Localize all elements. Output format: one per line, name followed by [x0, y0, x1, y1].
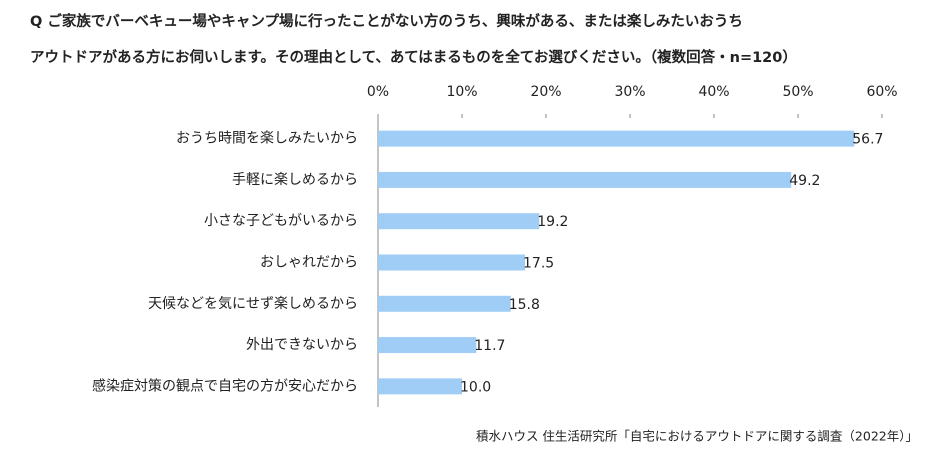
y-tick-label: おしゃれだから [260, 255, 358, 271]
y-tick-label: 外出できないから [246, 337, 358, 353]
x-tick-label: 20% [530, 84, 561, 100]
x-tick-label: 30% [614, 84, 645, 100]
value-label: 49.2 [789, 173, 820, 189]
bar [378, 171, 792, 188]
y-tick-label: 天候などを気にせず楽しめるから [148, 296, 358, 312]
bar [378, 213, 540, 230]
value-label: 56.7 [852, 132, 883, 148]
x-tick-label: 50% [782, 84, 813, 100]
bar [378, 295, 511, 312]
y-tick-label: 小さな子どもがいるから [204, 213, 358, 229]
chart-title: Q ご家族でバーベキュー場やキャンプ場に行ったことがない方のうち、興味がある、ま… [30, 12, 743, 30]
x-tick-label: 0% [367, 84, 389, 100]
chart-title: アウトドアがある方にお伺いします。その理由として、あてはまるものを全てお選びくだ… [30, 48, 797, 66]
y-tick-label: 感染症対策の観点で自宅の方が安心だから [92, 377, 358, 394]
x-tick-label: 10% [446, 84, 477, 100]
value-label: 11.7 [474, 338, 505, 354]
y-tick-label: おうち時間を楽しみたいから [176, 131, 358, 147]
bar [378, 378, 462, 395]
value-label: 10.0 [460, 379, 491, 395]
bar [378, 337, 477, 354]
bar [378, 130, 855, 147]
x-tick-label: 60% [866, 84, 897, 100]
value-label: 15.8 [509, 297, 540, 313]
value-label: 17.5 [523, 256, 554, 272]
x-tick-label: 40% [698, 84, 729, 100]
value-label: 19.2 [537, 214, 568, 230]
y-tick-label: 手軽に楽しめるから [232, 172, 358, 188]
source-note: 積水ハウス 住生活研究所「自宅におけるアウトドアに関する調査（2022年）」 [476, 429, 918, 444]
bar [378, 254, 525, 271]
